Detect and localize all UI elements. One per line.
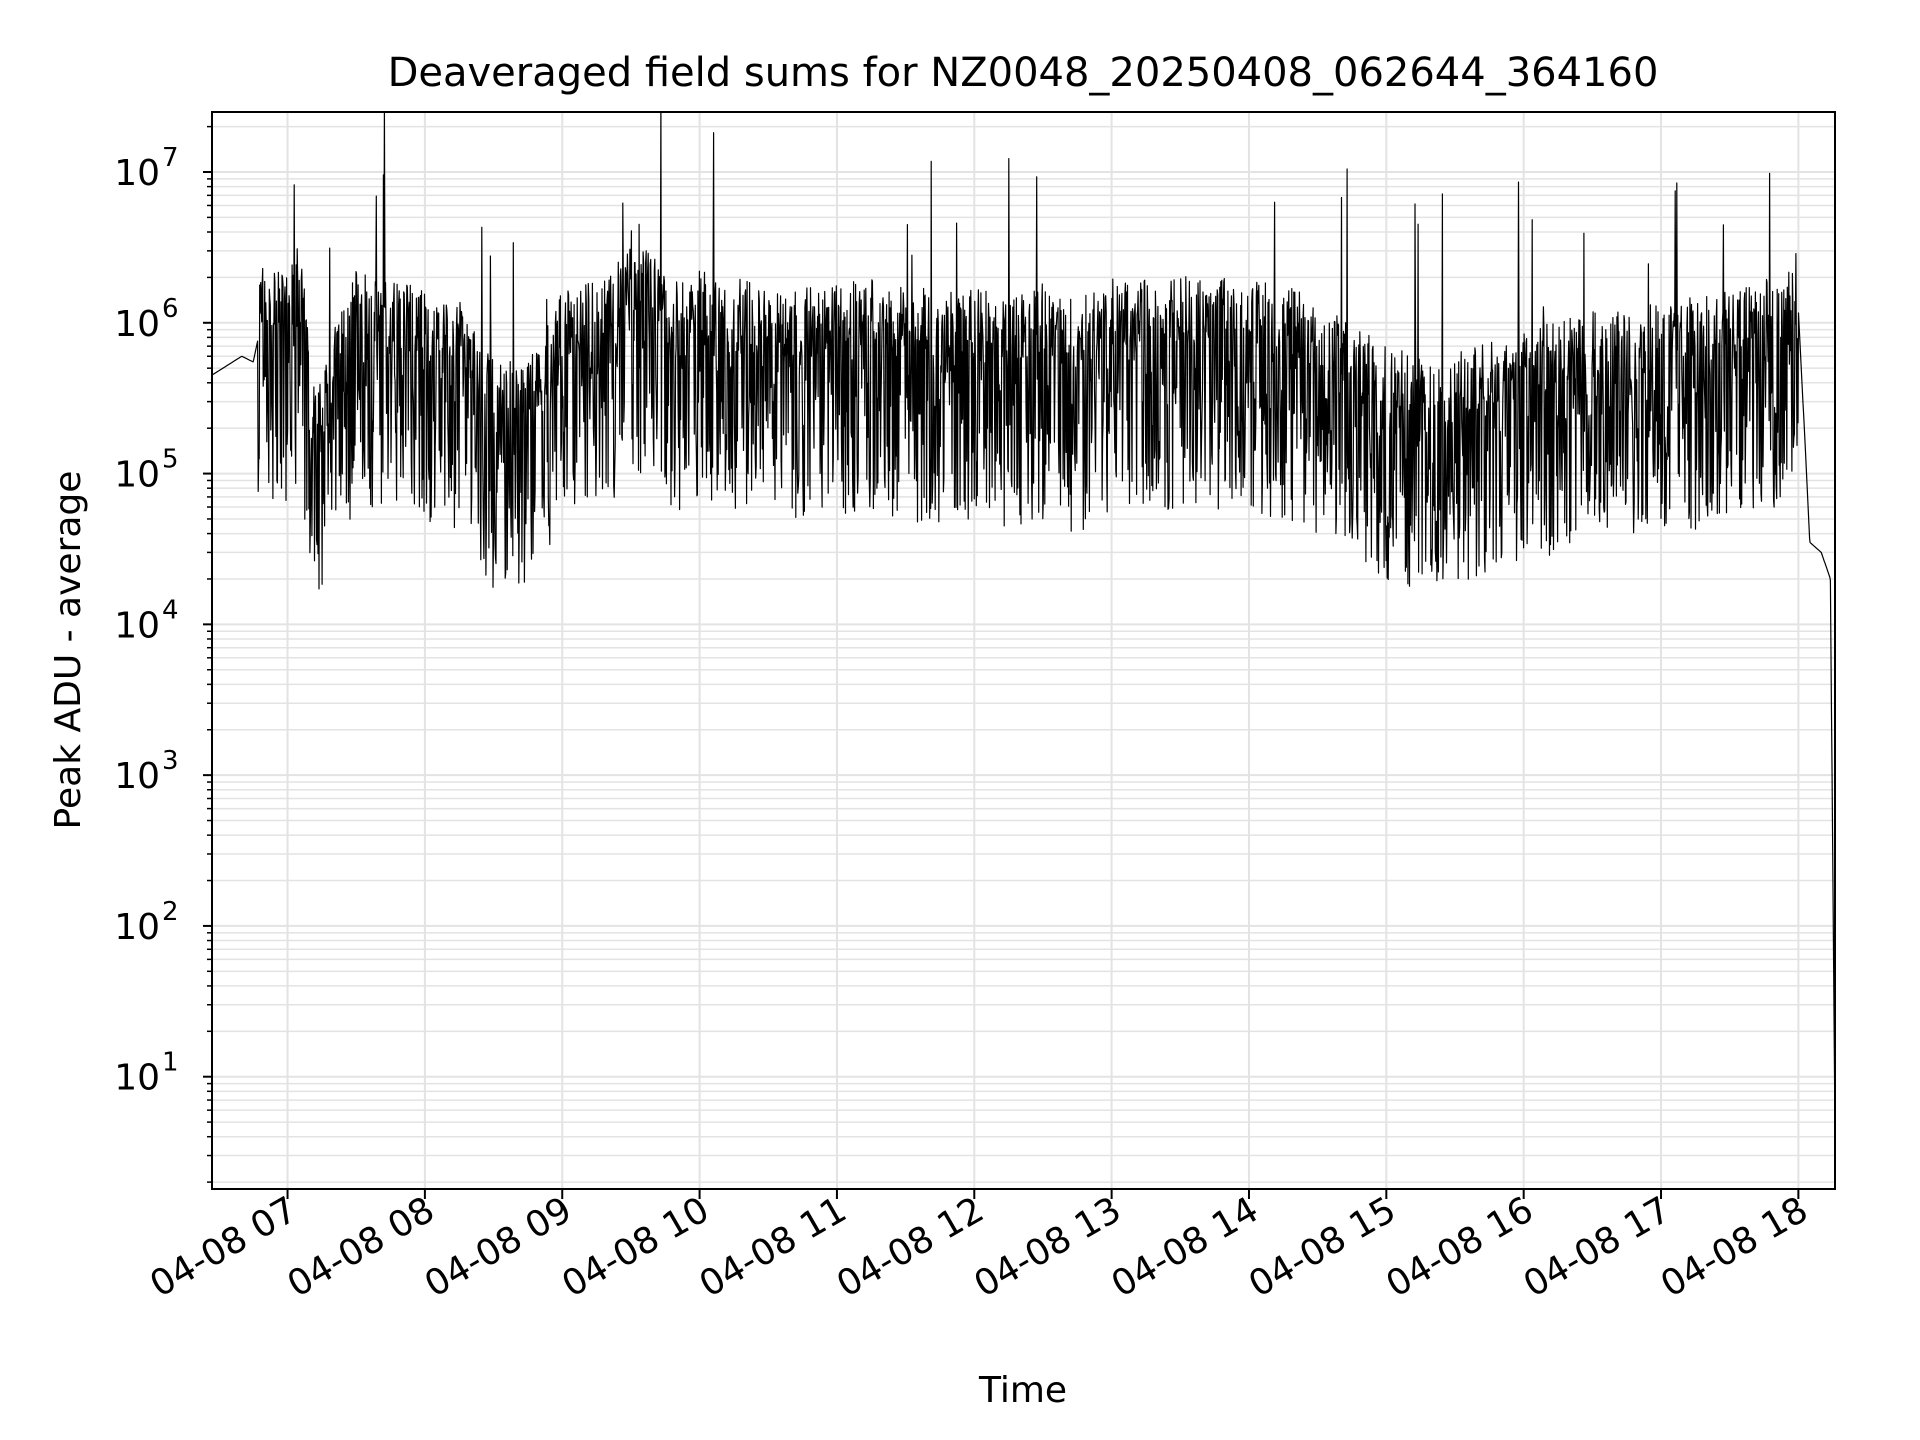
y-tick-exponent: 6 (162, 294, 179, 324)
y-tick-exponent: 3 (162, 746, 179, 776)
y-tick-exponent: 1 (162, 1048, 179, 1078)
plot-frame (211, 111, 1836, 1190)
y-tick-label: 10 (114, 455, 160, 496)
y-tick-label: 10 (114, 153, 160, 194)
grid (212, 112, 1835, 1189)
y-tick-label: 10 (114, 304, 160, 345)
y-tick-label: 10 (114, 907, 160, 948)
plot-area (212, 112, 1835, 1137)
y-tick-exponent: 5 (162, 445, 179, 475)
y-tick-exponent: 4 (162, 595, 179, 625)
series-line (212, 112, 1835, 1137)
y-tick-exponent: 7 (162, 143, 179, 173)
chart-title: Deaveraged field sums for NZ0048_2025040… (388, 50, 1659, 96)
x-axis-label: Time (978, 1370, 1067, 1411)
y-tick-label: 10 (114, 605, 160, 646)
y-tick-label: 10 (114, 756, 160, 797)
y-axis-label: Peak ADU - average (48, 471, 89, 830)
y-tick-exponent: 2 (162, 897, 179, 927)
y-tick-label: 10 (114, 1058, 160, 1099)
